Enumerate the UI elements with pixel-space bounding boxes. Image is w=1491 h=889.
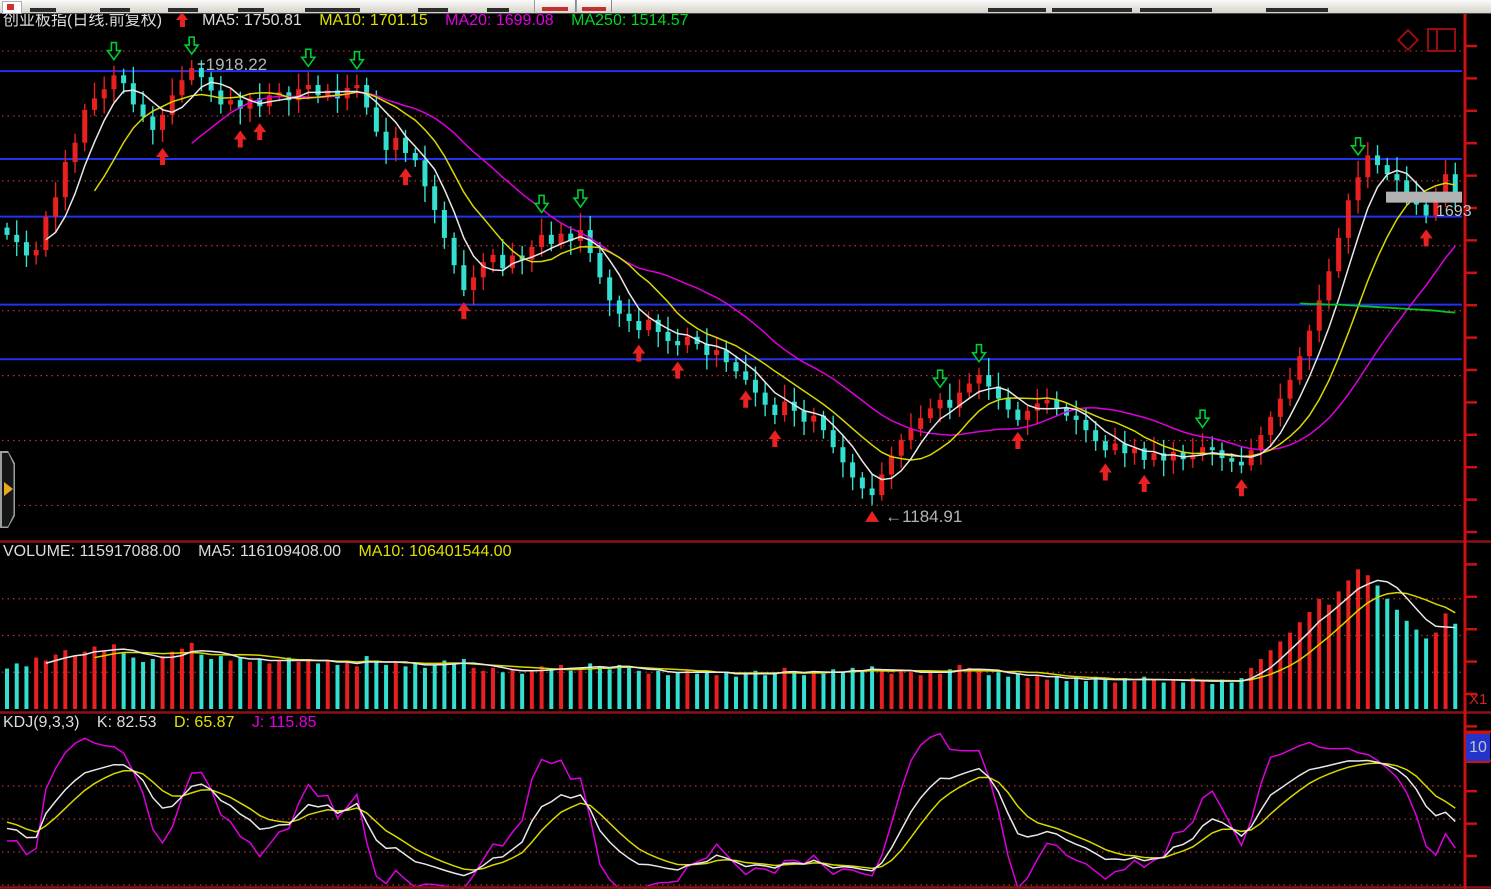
last-price-label: 1693 [1436,203,1472,220]
menubar-clipped-text[interactable] [168,8,198,12]
sell-arrow-icon [572,189,589,209]
kdj-panel [2,732,1462,889]
buy-arrow-icon [739,390,753,408]
ma20-value: MA20: 1699.08 [445,12,554,29]
app-logo-icon [2,1,22,14]
menubar-clipped-text[interactable] [418,8,448,12]
low-marker-icon [865,510,880,522]
ma250-value: MA250: 1514.57 [571,12,689,29]
sell-arrow-icon [932,369,949,389]
sell-arrow-icon [348,50,365,71]
main-chart-header: 创业板指(日线.前复权) MA5: 1750.81 MA10: 1701.15 M… [3,12,702,30]
ma5-value: MA5: 1750.81 [202,12,302,29]
menubar-clipped-text[interactable] [305,8,360,12]
buy-arrow-icon [1098,463,1112,481]
buy-arrow-icon [1011,431,1025,449]
sell-arrow-icon [533,194,550,214]
sidebar-expand-handle[interactable] [0,451,15,528]
kdj-k-value: K: 82.53 [96,714,157,731]
buy-arrow-icon [1234,479,1248,497]
sell-arrow-icon [300,48,317,68]
buy-arrow-icon [399,168,413,186]
buy-arrow-icon [1419,229,1433,247]
menubar-clipped-text [1052,8,1132,12]
ma250-line [1299,302,1456,314]
menubar-clipped-text[interactable] [487,8,509,12]
menubar-clipped-text[interactable] [100,8,130,12]
main-panel: 1918.22 ←1184.91 [0,36,1462,526]
volume-header: VOLUME: 115917088.00 MA5: 116109408.00 M… [3,543,524,561]
menubar-clipped-text [582,7,606,11]
menubar-clipped-text [1140,8,1212,12]
kdj-scale-label: 10 [1466,732,1490,763]
volume-value: VOLUME: 115917088.00 [3,543,181,560]
up-arrow-icon [176,12,189,27]
menubar [0,0,1491,14]
buy-arrow-icon [233,130,247,148]
split-window-icon[interactable] [1427,28,1456,52]
sell-arrow-icon [105,41,122,61]
volume-ma10-value: MA10: 106401544.00 [358,543,512,560]
kdj-title: KDJ(9,3,3) [3,714,80,731]
kdj-j-value: J: 115.85 [251,714,317,731]
volume-panel [2,569,1462,709]
menubar-clipped-text[interactable] [30,8,56,12]
menubar-clipped-text [1266,8,1328,12]
sell-arrow-icon [1194,409,1211,429]
expand-arrow-icon [4,482,13,496]
kdj-header: KDJ(9,3,3) K: 82.53 D: 65.87 J: 115.85 [3,714,330,732]
high-annotation: 1918.22 [206,55,267,74]
last-price-marker [1386,191,1462,203]
sell-arrow-icon [1350,137,1367,157]
menubar-clipped-text [988,8,1046,12]
buy-arrow-icon [457,302,471,320]
sell-arrow-icon [183,36,200,56]
buy-arrow-icon [768,430,782,448]
buy-arrow-icon [632,344,646,362]
buy-arrow-icon [1137,475,1151,493]
ma10-value: MA10: 1701.15 [319,12,428,29]
menubar-button[interactable] [534,0,576,12]
volume-ma5-value: MA5: 116109408.00 [198,543,341,560]
buy-arrow-icon [671,361,685,379]
menubar-clipped-text[interactable] [238,8,264,12]
buy-arrow-icon [253,123,267,141]
menubar-clipped-text [542,7,568,11]
low-annotation: ←1184.91 [885,507,962,526]
sell-arrow-icon [970,343,988,364]
menubar-button[interactable] [576,0,612,12]
kdj-d-value: D: 65.87 [173,714,235,731]
volume-scale-label: X1 [1469,691,1488,708]
buy-arrow-icon [156,148,170,166]
symbol-title: 创业板指(日线.前复权) [3,12,163,29]
